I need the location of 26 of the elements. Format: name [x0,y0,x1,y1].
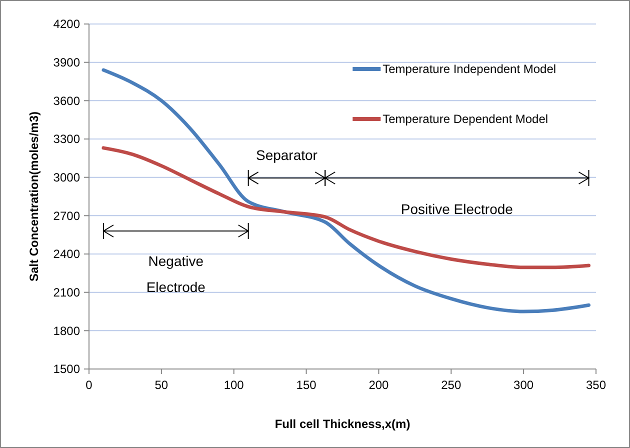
x-tick-label: 150 [296,378,317,392]
y-tick-label: 1500 [53,362,80,376]
y-tick-label: 4200 [53,17,80,32]
x-axis-title: Full cell Thickness,x(m) [274,417,410,431]
x-tick-label: 350 [586,378,606,392]
y-tick-label: 3000 [53,170,80,185]
legend-label: Temperature Independent Model [382,62,556,76]
legend-label: Temperature Dependent Model [382,112,548,126]
annotation: Negative Electrode [146,253,206,295]
y-tick-label: 3600 [53,94,80,108]
y-tick-label: 3900 [53,56,80,70]
line-series [102,146,591,270]
y-tick-label: 2700 [53,208,80,223]
annotation: Positive Electrode [400,201,514,217]
x-tick-label: 50 [154,378,168,392]
y-tick-label: 1800 [53,324,80,338]
y-tick-label: 3300 [53,132,80,146]
y-axis-title: Salt Concentration(moles/m3) [27,111,41,282]
x-tick-label: 300 [514,378,534,392]
y-tick-label: 2400 [53,247,80,262]
x-tick-label: 250 [441,378,462,392]
annotation: Separator [256,147,318,163]
x-tick-label: 100 [224,378,244,392]
x-tick-label: 200 [368,378,390,392]
y-tick-label: 2100 [53,286,80,300]
x-tick-label: 0 [86,378,93,392]
